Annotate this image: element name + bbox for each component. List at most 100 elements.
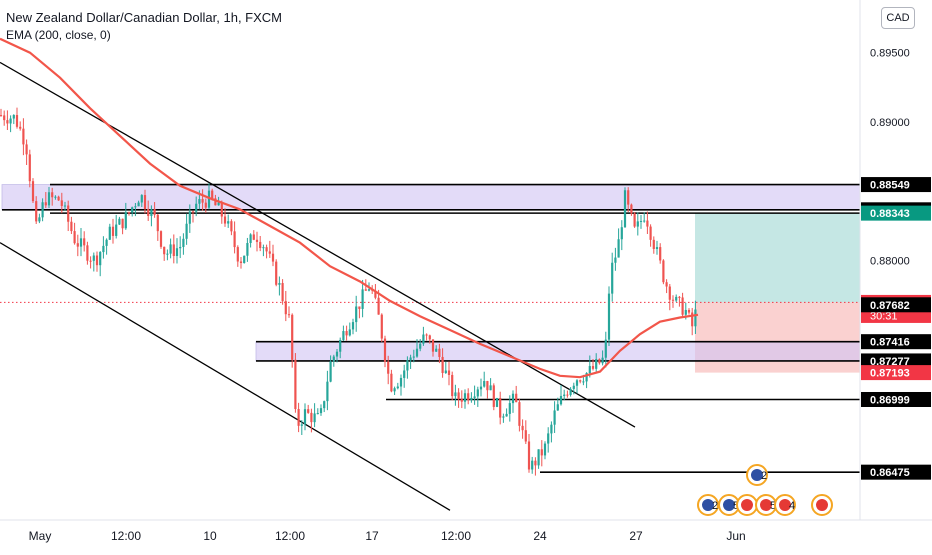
candle-body [435,348,438,352]
candle-body [591,366,595,369]
candle-body [582,381,585,383]
x-tick-label: 10 [203,529,217,543]
price-badge [861,365,931,381]
event-count: 2 [712,500,718,512]
price-badge-label: 0.88549 [870,180,910,192]
candle-body [115,224,118,236]
candle-body [175,248,179,257]
candle-body [156,214,159,232]
candle-body [588,366,591,374]
candle-body [255,239,259,242]
target-zone [695,213,860,303]
y-tick-label: 0.88000 [870,256,910,268]
candle-body [230,221,233,232]
candle-body [623,190,627,228]
candle-body [73,231,76,244]
candle-body [271,253,275,262]
candle-body [12,115,15,119]
price-badge-label: 0.87682 [870,300,910,312]
candle-body [223,216,227,224]
candle-body [492,385,495,407]
candle-body [611,262,614,294]
candle-body [319,408,323,414]
candle-body [569,388,572,395]
candle-body [57,196,60,201]
price-badge [861,334,931,350]
candle-body [233,231,236,248]
candle-body [585,373,588,382]
zone-supply [1,184,861,211]
candle-body [521,425,524,431]
candle-body [207,190,211,208]
candle-body [153,209,156,215]
candle-body [79,238,83,247]
candle-body [140,195,143,203]
candle-body [441,356,444,374]
candle-body [614,257,617,263]
candle-body [182,238,185,247]
candle-body [214,198,217,206]
candle-body [543,443,547,456]
ca-flag-icon [779,499,791,511]
candle-body [646,220,649,227]
nz-flag-icon [751,469,763,481]
event-count: 5 [770,500,776,512]
price-badge-label: 0.86999 [870,394,910,406]
candle-body [329,361,332,382]
currency-button[interactable]: CAD [881,7,915,29]
candle-body [239,261,243,263]
candle-body [495,397,499,407]
candle-body [76,243,79,247]
candle-body [355,306,358,323]
candle-body [387,361,390,374]
candle-body [563,394,566,396]
candle-body [409,357,412,361]
price-badge [861,297,931,313]
candle-body [364,289,367,291]
candle-body [268,251,271,254]
candle-body [121,218,124,229]
x-tick-label: 27 [629,529,643,543]
candle-body [473,396,476,398]
candle-body [527,441,531,470]
price-badge-label: 0.87416 [870,337,910,349]
candle-body [419,343,422,349]
x-tick-label: 17 [365,529,379,543]
candle-body [396,386,399,389]
indicator-label: EMA (200, close, 0) [6,28,111,42]
candle-body [467,393,470,401]
candle-body [399,377,403,387]
candle-body [6,120,9,124]
candle-body [198,199,201,204]
candle-body [99,252,102,266]
candle-body [159,231,163,247]
candle-body [604,339,607,358]
candle-body [691,312,694,327]
candle-body [422,334,425,344]
candle-body [617,239,620,258]
candle-body [627,190,630,205]
candle-body [243,255,246,263]
candle-body [515,393,518,403]
candle-body [643,220,646,222]
candle-body [54,196,57,198]
candle-body [655,247,659,249]
candle-body [460,399,463,402]
candle-body [3,115,6,121]
candle-body [636,221,639,227]
candle-body [547,433,550,444]
candle-body [0,115,3,117]
candle-body [169,244,172,254]
price-badge-label: 0.87277 [870,356,910,368]
candles-group [0,107,697,476]
candle-body [451,374,454,397]
candle-body [41,202,44,218]
candle-body [38,217,41,222]
candle-body [687,309,691,313]
candle-body [300,424,303,426]
candle-body [377,297,380,315]
candle-body [150,209,153,216]
candle-body [67,205,70,222]
x-tick-label: Jun [726,529,745,543]
